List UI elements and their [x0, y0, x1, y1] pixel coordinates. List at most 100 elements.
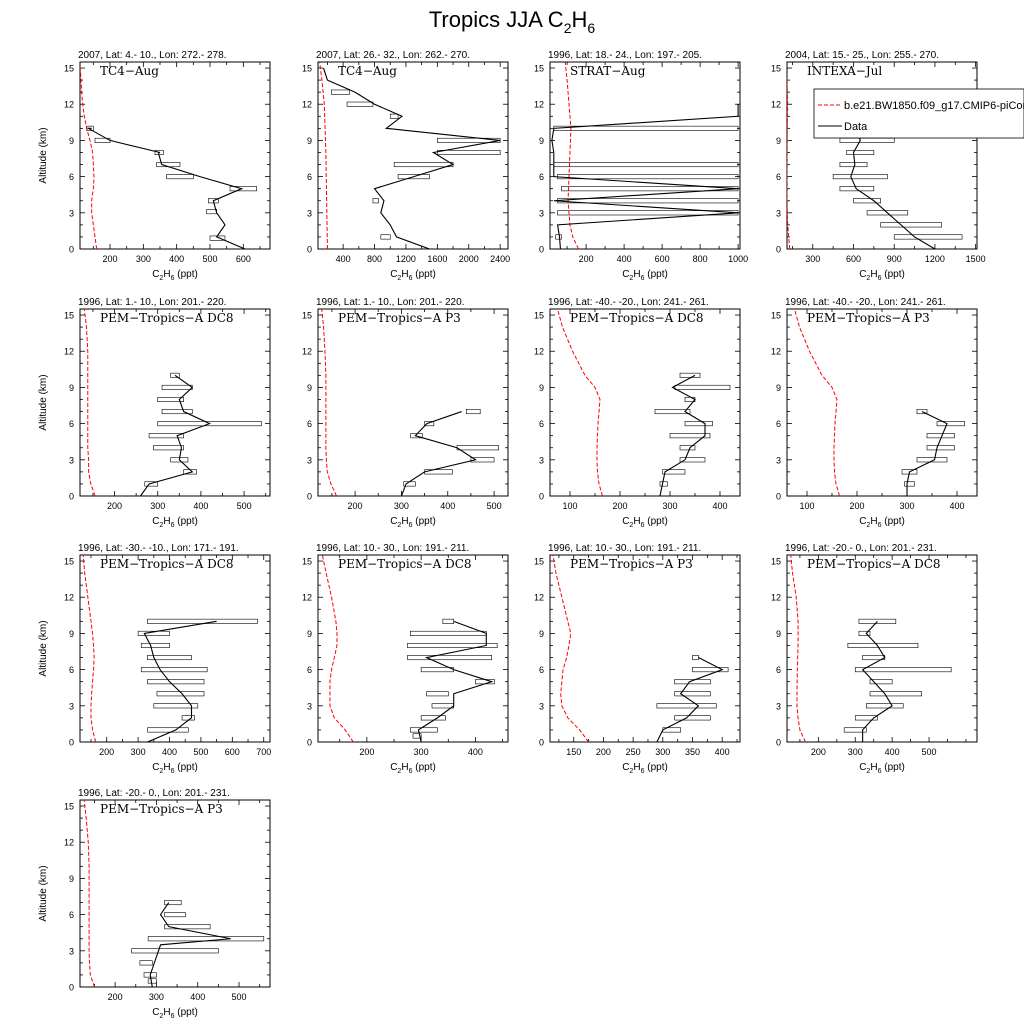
y-tick-label: 6: [539, 419, 544, 429]
y-tick-label: 12: [302, 593, 312, 603]
x-tick-label: 300: [899, 501, 914, 511]
panel-frame: [79, 61, 271, 250]
x-tick-label: 500: [487, 501, 502, 511]
range-box: [692, 667, 729, 673]
observed-profile-line: [417, 620, 494, 742]
model-profile-line: [557, 309, 603, 496]
x-tick-label: 400: [169, 254, 184, 264]
y-tick-label: 3: [776, 208, 781, 218]
x-tick-label: 300: [414, 747, 429, 757]
plot-area: [82, 555, 258, 742]
y-tick-label: 6: [69, 419, 74, 429]
legend: b.e21.BW1850.f09_g17.CMIP6-piCon Data: [813, 88, 1024, 139]
y-tick-label: 9: [69, 874, 74, 884]
plot-area: [794, 309, 965, 496]
range-box: [380, 234, 391, 240]
model-profile-line: [564, 62, 579, 249]
panel-frame: [786, 554, 978, 743]
observed-profile-line: [906, 411, 948, 496]
panel-4: 2004, Lat: 15.- 25., Lon: 255.- 270. INTE…: [771, 50, 986, 282]
y-tick-label: 0: [307, 245, 312, 255]
y-tick-label: 3: [69, 455, 74, 465]
y-tick-label: 6: [539, 665, 544, 675]
range-box: [131, 948, 219, 954]
observed-profile-line: [86, 127, 246, 249]
y-tick-label: 0: [539, 245, 544, 255]
y-tick-label: 0: [69, 983, 74, 993]
x-tick-label: 200: [108, 992, 123, 1002]
x-tick-label: 600: [236, 254, 251, 264]
y-axis-label: Altitude (km): [38, 620, 49, 676]
observed-profile-line: [861, 620, 893, 742]
campaign-label: PEM−Tropics−A DC8: [338, 557, 472, 571]
y-tick-label: 12: [64, 838, 74, 848]
y-tick-label: 6: [69, 172, 74, 182]
range-box: [407, 642, 498, 648]
y-tick-label: 15: [64, 802, 74, 812]
range-box: [470, 457, 495, 463]
y-tick-label: 0: [776, 492, 781, 502]
range-box: [662, 469, 686, 475]
x-tick-label: 400: [336, 254, 351, 264]
plot-area: [552, 555, 729, 742]
model-profile-line: [83, 800, 95, 987]
y-tick-label: 3: [307, 455, 312, 465]
y-tick-label: 9: [539, 136, 544, 146]
plot-area: [321, 555, 498, 742]
x-tick-label: 200: [849, 501, 864, 511]
plot-area: [83, 800, 265, 987]
x-tick-label: 300: [136, 254, 151, 264]
range-box: [858, 618, 897, 624]
y-tick-label: 15: [534, 311, 544, 321]
plot-area: [319, 62, 501, 249]
y-tick-label: 3: [307, 208, 312, 218]
plot-area: [80, 64, 257, 249]
x-axis-label: C2H6 (ppt): [622, 516, 668, 529]
range-box: [839, 162, 868, 168]
x-tick-label: 2400: [490, 254, 510, 264]
model-profile-line: [321, 555, 354, 742]
x-tick-label: 100: [562, 501, 577, 511]
x-axis-label: C2H6 (ppt): [390, 516, 436, 529]
x-tick-label: 1000: [728, 254, 748, 264]
range-box: [936, 421, 965, 427]
x-axis-label: C2H6 (ppt): [859, 269, 905, 282]
x-axis-label: C2H6 (ppt): [622, 269, 668, 282]
x-tick-label: 400: [468, 747, 483, 757]
range-box: [424, 421, 435, 427]
y-tick-label: 9: [539, 383, 544, 393]
range-box: [555, 234, 562, 240]
range-box: [679, 457, 706, 463]
observed-profile-line: [149, 902, 231, 987]
range-box: [465, 409, 481, 415]
panel-frame: [317, 61, 509, 250]
x-axis-label: C2H6 (ppt): [859, 762, 905, 775]
x-tick-label: 300: [131, 747, 146, 757]
panel-frame: [317, 554, 509, 743]
x-tick-label: 300: [150, 501, 165, 511]
y-tick-label: 12: [534, 100, 544, 110]
y-tick-label: 3: [776, 701, 781, 711]
y-tick-label: 12: [64, 593, 74, 603]
panel-5: 1996, Lat: 1.- 10., Lon: 201.- 220. PEM−T…: [38, 297, 271, 529]
model-profile-line: [787, 73, 791, 249]
observed-profile-line: [143, 620, 217, 742]
y-tick-label: 3: [539, 701, 544, 711]
model-profile-line: [790, 555, 806, 742]
campaign-label: STRAT−Aug: [570, 64, 646, 78]
x-tick-label: 1200: [396, 254, 416, 264]
range-box: [397, 174, 430, 180]
range-box: [407, 655, 493, 661]
x-tick-label: 250: [626, 747, 641, 757]
y-tick-label: 3: [307, 701, 312, 711]
y-tick-label: 3: [69, 701, 74, 711]
range-box: [674, 715, 711, 721]
x-tick-label: 300: [848, 747, 863, 757]
range-box: [161, 409, 193, 415]
y-axis-label: Altitude (km): [38, 127, 49, 183]
range-box: [679, 372, 701, 378]
panel-header: 1996, Lat: 10.- 30., Lon: 191.- 211.: [548, 543, 701, 554]
panel-header: 1996, Lat: -20.- 0., Lon: 201.- 231.: [785, 543, 937, 554]
range-box: [839, 137, 895, 143]
range-box: [692, 655, 699, 661]
